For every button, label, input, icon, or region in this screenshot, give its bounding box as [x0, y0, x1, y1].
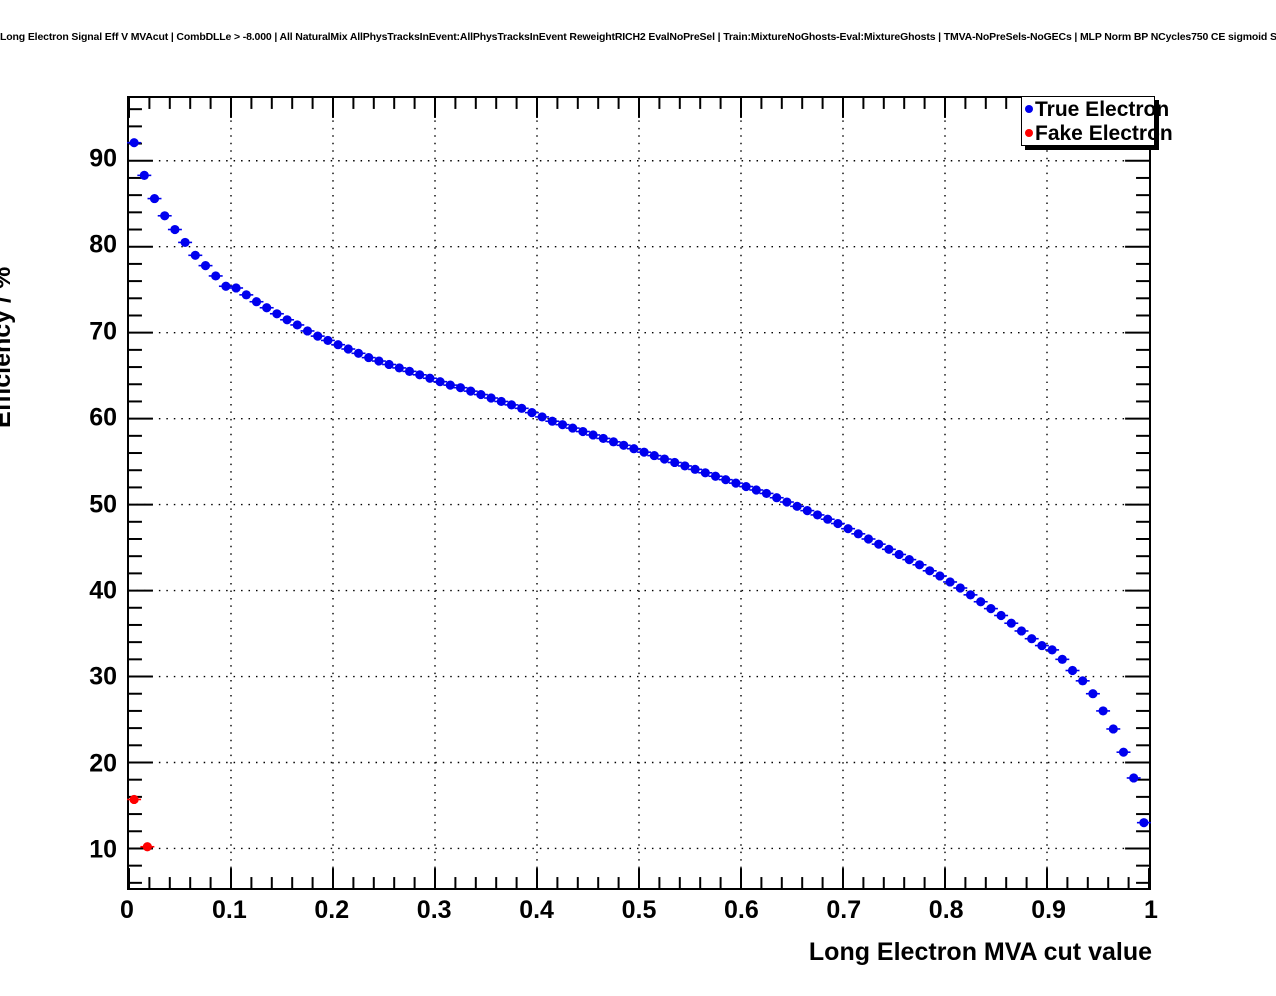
legend[interactable]: True Electron Fake Electron [1021, 96, 1173, 146]
data-points [127, 138, 1151, 852]
x-tick-label: 0 [120, 896, 134, 924]
y-axis-title: Efficiency / % [0, 267, 16, 428]
y-axis-tick-labels: 10 20 30 40 50 60 70 80 90 [55, 0, 117, 996]
y-tick-label: 20 [89, 749, 117, 778]
legend-label: True Electron [1035, 97, 1170, 121]
y-tick-label: 60 [89, 403, 117, 432]
y-tick-label: 90 [89, 144, 117, 173]
x-tick-label: 0.2 [314, 896, 350, 924]
axis-ticks [128, 98, 1150, 888]
plot-area [127, 96, 1151, 890]
x-tick-label: 0.8 [928, 896, 964, 924]
x-tick-label: 0.7 [826, 896, 862, 924]
x-tick-label: 0.5 [621, 896, 657, 924]
x-tick-label: 0.3 [416, 896, 452, 924]
x-tick-label: 0.6 [724, 896, 759, 924]
x-tick-label: 1 [1144, 896, 1158, 924]
legend-entry[interactable]: Fake Electron [1022, 121, 1173, 145]
series-1 [127, 138, 1151, 828]
x-tick-label: 0.4 [519, 896, 554, 924]
chart-title: Long Electron Signal Eff V MVAcut | Comb… [0, 31, 1276, 43]
y-tick-label: 40 [89, 576, 117, 605]
x-axis-title: Long Electron MVA cut value [808, 938, 1152, 966]
legend-label: Fake Electron [1035, 121, 1173, 145]
x-tick-label: 0.9 [1031, 896, 1066, 924]
legend-marker-icon [1025, 129, 1033, 137]
x-tick-label: 0.1 [212, 896, 247, 924]
y-tick-label: 80 [89, 230, 117, 259]
legend-entry[interactable]: True Electron [1022, 97, 1169, 121]
series-2 [127, 794, 155, 852]
y-tick-label: 10 [89, 835, 117, 864]
legend-marker-icon [1025, 105, 1033, 113]
x-axis-tick-labels: 0 0.1 0.2 0.3 0.4 0.5 0.6 0.7 0.8 0.9 1 [0, 898, 1276, 938]
y-tick-label: 30 [89, 662, 117, 691]
y-tick-label: 50 [89, 490, 117, 519]
y-tick-label: 70 [89, 317, 117, 346]
